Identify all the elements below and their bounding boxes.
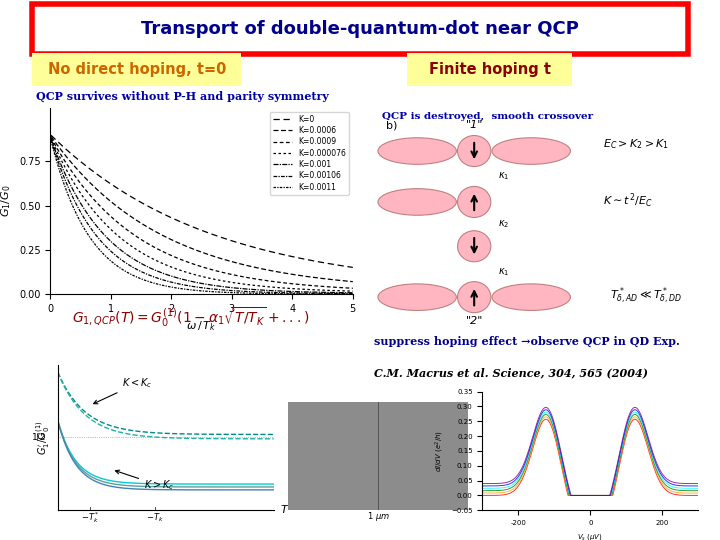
Text: T: T [280,505,287,515]
Text: $K \sim t^2/E_C$: $K \sim t^2/E_C$ [603,191,652,210]
Legend: K=0, K=0.0006, K=0.0009, K=0.000076, K=0.001, K=0.00106, K=0.0011: K=0, K=0.0006, K=0.0009, K=0.000076, K=0… [270,112,349,195]
Text: $G_{1,QCP}(T) = G_0^{(1)}(1 - \alpha_1\sqrt{T/T_K} + ...)$: $G_{1,QCP}(T) = G_0^{(1)}(1 - \alpha_1\s… [72,306,310,329]
Text: $\kappa_1$: $\kappa_1$ [498,266,509,278]
Circle shape [458,186,491,218]
Text: 1/2: 1/2 [32,433,47,442]
Text: $-T^*_k$: $-T^*_k$ [81,510,99,525]
Text: $K > K_c$: $K > K_c$ [115,470,174,492]
Y-axis label: $G_1^{\prime}/G_0^{(1)}$: $G_1^{\prime}/G_0^{(1)}$ [35,420,52,455]
Text: $\kappa_2$: $\kappa_2$ [498,218,509,230]
Text: QCP is destroyed,  smooth crossover: QCP is destroyed, smooth crossover [382,112,593,120]
Text: "1": "1" [466,120,483,130]
Text: b): b) [387,120,397,130]
Ellipse shape [378,188,456,215]
FancyBboxPatch shape [407,53,572,86]
X-axis label: $V_s\ (\mu V)$: $V_s\ (\mu V)$ [577,531,603,540]
Text: $\kappa_1$: $\kappa_1$ [498,171,509,183]
Circle shape [458,231,491,262]
Y-axis label: $G_1/G_0$: $G_1/G_0$ [0,185,14,218]
Ellipse shape [378,284,456,310]
Circle shape [458,136,491,166]
FancyBboxPatch shape [32,53,241,86]
Y-axis label: $dI/dV\ (e^2/h)$: $dI/dV\ (e^2/h)$ [433,430,446,472]
Text: "2": "2" [466,316,483,326]
Text: Transport of double-quantum-dot near QCP: Transport of double-quantum-dot near QCP [141,20,579,38]
Text: $1\ \mu m$: $1\ \mu m$ [366,510,390,523]
Circle shape [458,282,491,313]
Ellipse shape [492,284,570,310]
Text: $T^*_{\delta,AD} \ll T^*_{\delta,DD}$: $T^*_{\delta,AD} \ll T^*_{\delta,DD}$ [610,285,682,306]
Text: C.M. Macrus et al. Science, 304, 565 (2004): C.M. Macrus et al. Science, 304, 565 (20… [374,367,649,378]
Text: $-T_k$: $-T_k$ [146,511,163,524]
Ellipse shape [378,138,456,164]
Text: QCP survives without P-H and parity symmetry: QCP survives without P-H and parity symm… [36,91,329,102]
Text: No direct hoping, t=0: No direct hoping, t=0 [48,62,226,77]
Text: $E_C > K_2 > K_1$: $E_C > K_2 > K_1$ [603,138,669,151]
Ellipse shape [492,138,570,164]
X-axis label: $\omega\,/\,T_k$: $\omega\,/\,T_k$ [186,320,217,333]
FancyBboxPatch shape [32,4,688,54]
Text: suppress hoping effect →observe QCP in QD Exp.: suppress hoping effect →observe QCP in Q… [374,336,680,347]
Text: Finite hoping t: Finite hoping t [428,62,551,77]
Text: $K < K_c$: $K < K_c$ [94,376,153,404]
